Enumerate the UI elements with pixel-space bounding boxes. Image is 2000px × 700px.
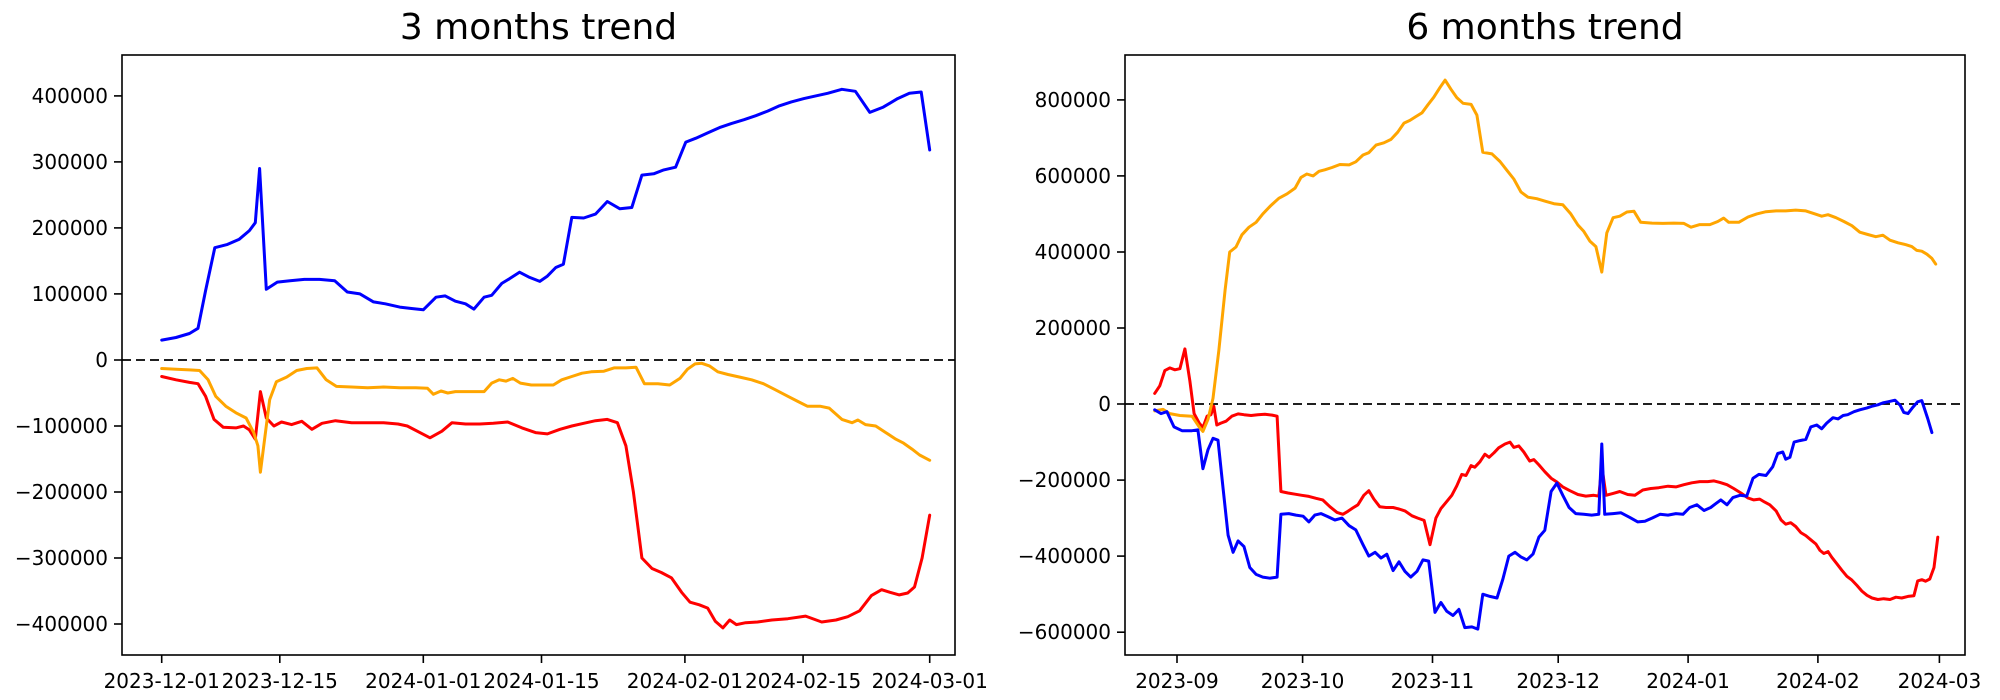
x-tick-label: 2024-02 <box>1776 669 1860 693</box>
plot-frame <box>121 54 956 656</box>
y-tick-label: 600000 <box>1035 164 1111 188</box>
x-tick-label: 2023-12-15 <box>222 669 338 693</box>
y-tick-label: 400000 <box>32 84 108 108</box>
y-tick-label: −100000 <box>15 414 108 438</box>
x-tick-label: 2023-10 <box>1261 669 1345 693</box>
left-chart-title: 3 months trend <box>399 7 678 48</box>
x-tick-label: 2024-01-01 <box>365 669 481 693</box>
y-tick-label: 200000 <box>1035 316 1111 340</box>
y-tick-label: 200000 <box>32 216 108 240</box>
plot-frame <box>1124 54 1966 656</box>
y-tick-label: −200000 <box>15 480 108 504</box>
y-tick-label: 0 <box>1098 392 1111 416</box>
series-line-red <box>1153 347 1940 601</box>
x-tick-label: 2024-02-01 <box>627 669 743 693</box>
y-tick-label: −200000 <box>1018 468 1111 492</box>
x-tick-label: 2023-09 <box>1135 669 1219 693</box>
x-tick-label: 2024-02-15 <box>745 669 861 693</box>
x-tick-label: 2024-03 <box>1898 669 1982 693</box>
series-line-orange <box>1153 78 1938 433</box>
x-tick-label: 2024-01-15 <box>483 669 599 693</box>
x-tick-label: 2023-11 <box>1391 669 1475 693</box>
series-line-blue <box>160 87 932 342</box>
y-tick-label: 800000 <box>1035 88 1111 112</box>
series-line-orange <box>160 361 932 474</box>
right-chart-title: 6 months trend <box>1406 7 1684 48</box>
y-tick-label: 400000 <box>1035 240 1111 264</box>
x-tick-label: 2023-12 <box>1516 669 1600 693</box>
series-line-red <box>160 375 932 630</box>
y-tick-label: 100000 <box>32 282 108 306</box>
chart-panel-1: −600000 −400000 −200000 0 200000 400000 600000… <box>1018 54 1982 693</box>
y-tick-label: −300000 <box>15 546 108 570</box>
series-line-blue <box>1153 398 1934 631</box>
x-tick-label: 2023-12-01 <box>104 669 220 693</box>
chart-panel-0: −400000 −300000 −200000 −100000 0 100000 20000… <box>15 54 988 693</box>
y-tick-label: 0 <box>95 348 108 372</box>
x-tick-label: 2024-03-01 <box>872 669 988 693</box>
y-tick-label: 300000 <box>32 150 108 174</box>
y-tick-label: −400000 <box>15 612 108 636</box>
x-tick-label: 2024-01 <box>1646 669 1730 693</box>
y-tick-label: −600000 <box>1018 620 1111 644</box>
y-tick-label: −400000 <box>1018 544 1111 568</box>
